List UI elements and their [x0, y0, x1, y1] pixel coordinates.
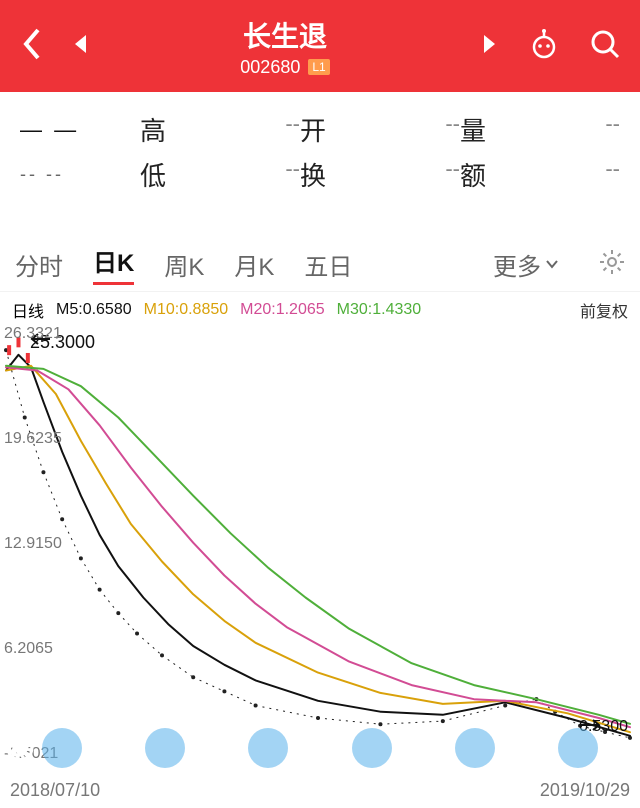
chevron-down-icon: [545, 259, 559, 269]
stat-value: --: [285, 156, 300, 193]
y-axis-tick: 12.9150: [4, 535, 62, 553]
y-axis-tick: 19.6235: [4, 430, 62, 448]
tab-fenshi[interactable]: 分时: [15, 247, 63, 282]
stock-code: 002680: [240, 57, 300, 78]
ma-legend: 日线 M5:0.6580 M10:0.8850 M20:1.2065 M30:1…: [0, 292, 640, 328]
price-sub: -- --: [20, 164, 140, 185]
next-icon[interactable]: [455, 728, 495, 768]
stat-value: --: [445, 156, 460, 193]
tab-more-label: 更多: [493, 247, 541, 282]
date-end: 2019/10/29: [540, 780, 630, 801]
stat-label: 额: [460, 156, 486, 193]
back-icon[interactable]: [20, 26, 42, 67]
chart-svg: [0, 328, 640, 778]
tab-5day[interactable]: 五日: [304, 247, 352, 282]
stat-label: 高: [140, 111, 166, 148]
app-header: 长生退 002680 L1: [0, 0, 640, 92]
stat-label: 开: [300, 111, 326, 148]
zoom-out-icon[interactable]: [248, 728, 288, 768]
price-main: — —: [20, 117, 140, 143]
kline-type: 日线: [12, 298, 44, 322]
level-badge: L1: [308, 59, 329, 75]
zoom-in-icon[interactable]: [145, 728, 185, 768]
prev-stock-icon[interactable]: [72, 33, 88, 60]
kline-chart[interactable]: 25.3000 -0.50216.206512.915019.623526.33…: [0, 328, 640, 778]
tab-more[interactable]: 更多: [493, 247, 559, 282]
y-axis-tick: 6.2065: [4, 640, 53, 658]
period-tabs: 分时 日K 周K 月K 五日 更多: [0, 237, 640, 292]
stat-value: --: [285, 111, 300, 148]
stat-value: --: [445, 111, 460, 148]
date-start: 2018/07/10: [10, 780, 100, 801]
fuquan-label[interactable]: 前复权: [580, 298, 628, 322]
stat-value: --: [605, 111, 620, 148]
next-stock-icon[interactable]: [482, 33, 498, 60]
stock-name: 长生退: [88, 15, 482, 55]
tab-weekk[interactable]: 周K: [164, 247, 204, 282]
tab-monthk[interactable]: 月K: [234, 247, 274, 282]
stat-value: --: [605, 156, 620, 193]
y-axis-tick: 26.3321: [4, 325, 62, 343]
gear-icon[interactable]: [599, 249, 625, 280]
down-icon[interactable]: [558, 728, 598, 768]
ma10-label: M10:0.8850: [144, 301, 229, 319]
prev-icon[interactable]: [352, 728, 392, 768]
ma5-label: M5:0.6580: [56, 301, 132, 319]
tab-dayk[interactable]: 日K: [93, 243, 134, 285]
stat-label: 换: [300, 156, 326, 193]
search-icon[interactable]: [590, 29, 620, 64]
robot-icon[interactable]: [528, 29, 560, 64]
date-axis: 2018/07/10 2019/10/29: [0, 778, 640, 803]
ma30-label: M30:1.4330: [337, 301, 422, 319]
refresh-icon[interactable]: [42, 728, 82, 768]
stats-panel: — — 高-- 开-- 量-- -- -- 低-- 换-- 额--: [0, 92, 640, 207]
ma20-label: M20:1.2065: [240, 301, 325, 319]
stat-label: 量: [460, 111, 486, 148]
stat-label: 低: [140, 156, 166, 193]
